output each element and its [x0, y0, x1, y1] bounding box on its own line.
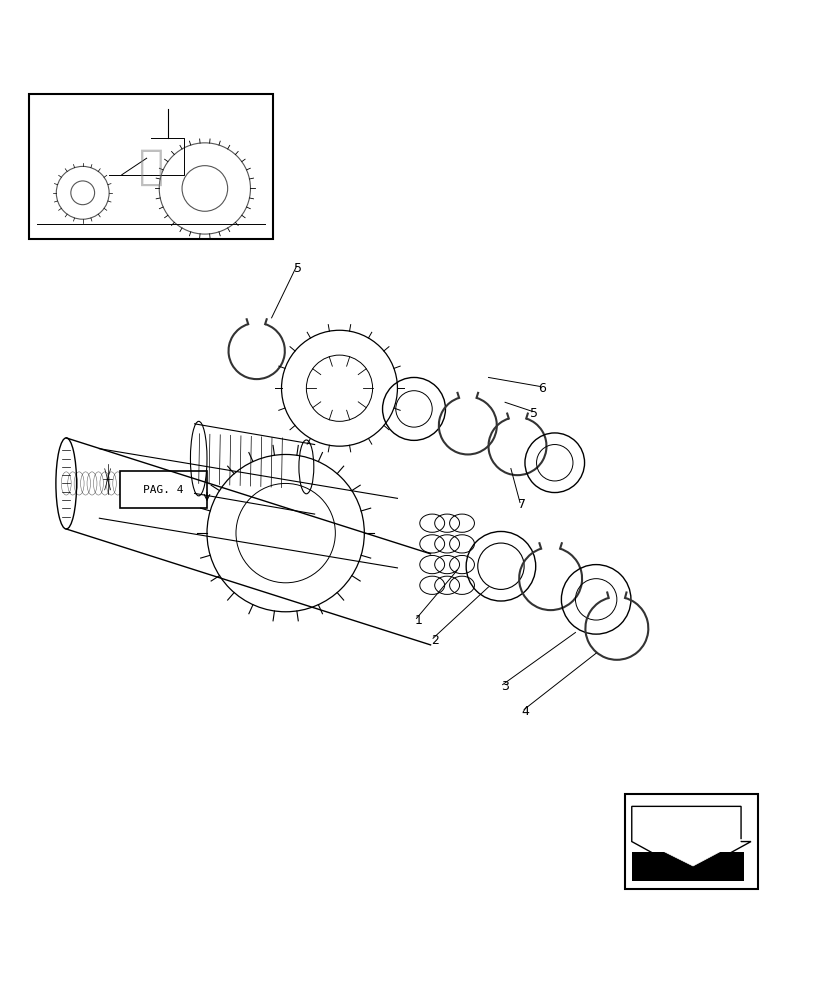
Text: 7: 7 — [517, 498, 525, 511]
Bar — [29, 94, 273, 239]
Text: 🚜: 🚜 — [138, 146, 164, 188]
Polygon shape — [639, 812, 742, 866]
Text: 5: 5 — [529, 407, 538, 420]
Text: 5: 5 — [294, 262, 302, 275]
Bar — [624, 794, 757, 889]
Bar — [120, 471, 207, 508]
Text: 4: 4 — [521, 705, 529, 718]
Text: 2: 2 — [430, 634, 438, 647]
Text: 3: 3 — [500, 680, 509, 693]
Bar — [631, 852, 743, 881]
Text: 6: 6 — [538, 382, 546, 395]
Text: 1: 1 — [414, 614, 422, 627]
Text: PAG. 4: PAG. 4 — [143, 485, 184, 495]
